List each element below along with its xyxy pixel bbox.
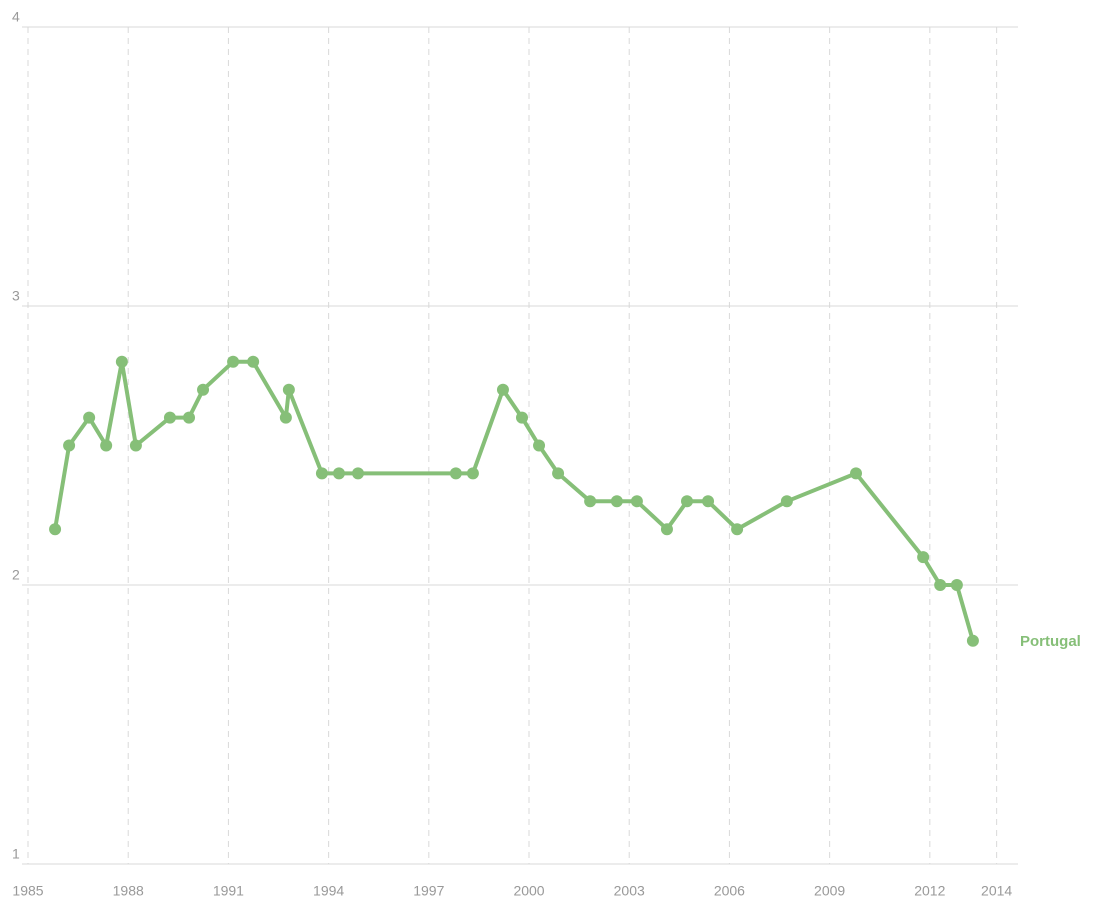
y-tick-label: 1 bbox=[12, 846, 20, 862]
x-tick-label: 2000 bbox=[513, 883, 544, 899]
y-tick-label: 4 bbox=[12, 9, 20, 25]
data-point bbox=[282, 383, 295, 396]
data-point bbox=[49, 523, 62, 536]
x-tick-label: 1988 bbox=[113, 883, 144, 899]
data-point bbox=[630, 495, 643, 508]
data-point bbox=[610, 495, 623, 508]
x-tick-label: 1997 bbox=[413, 883, 444, 899]
data-point bbox=[780, 495, 793, 508]
data-point bbox=[552, 467, 565, 480]
data-point bbox=[163, 411, 176, 424]
y-tick-label: 2 bbox=[12, 567, 20, 583]
x-tick-label: 2012 bbox=[914, 883, 945, 899]
data-point bbox=[63, 439, 76, 452]
series-label: Portugal bbox=[1020, 633, 1081, 650]
data-point bbox=[183, 411, 196, 424]
data-point bbox=[934, 579, 947, 591]
data-point bbox=[584, 495, 597, 508]
data-point bbox=[279, 411, 292, 424]
data-point bbox=[731, 523, 744, 536]
data-point bbox=[516, 411, 529, 424]
data-point bbox=[129, 439, 142, 452]
y-tick-label: 3 bbox=[12, 288, 20, 304]
x-tick-label: 2009 bbox=[814, 883, 845, 899]
x-tick-label: 2014 bbox=[981, 883, 1012, 899]
data-point bbox=[850, 467, 863, 480]
data-point bbox=[466, 467, 479, 480]
data-point bbox=[197, 383, 210, 396]
series-line bbox=[53, 359, 975, 642]
data-point bbox=[533, 439, 546, 452]
data-point bbox=[227, 355, 240, 368]
data-point bbox=[83, 411, 96, 424]
x-tick-label: 2003 bbox=[614, 883, 645, 899]
data-point bbox=[496, 383, 509, 396]
data-point bbox=[449, 467, 462, 480]
data-point bbox=[115, 355, 128, 368]
x-tick-label: 1991 bbox=[213, 883, 244, 899]
data-point bbox=[315, 467, 328, 480]
data-point bbox=[702, 495, 715, 508]
data-point bbox=[950, 579, 963, 591]
data-point bbox=[332, 467, 345, 480]
data-point bbox=[917, 551, 930, 564]
x-tick-label: 1994 bbox=[313, 883, 344, 899]
x-tick-label: 1985 bbox=[12, 883, 43, 899]
data-point bbox=[660, 523, 673, 536]
data-point bbox=[352, 467, 365, 480]
data-point bbox=[100, 439, 113, 452]
data-point bbox=[681, 495, 694, 508]
x-tick-label: 2006 bbox=[714, 883, 745, 899]
data-point bbox=[966, 634, 979, 647]
data-point bbox=[247, 355, 260, 368]
